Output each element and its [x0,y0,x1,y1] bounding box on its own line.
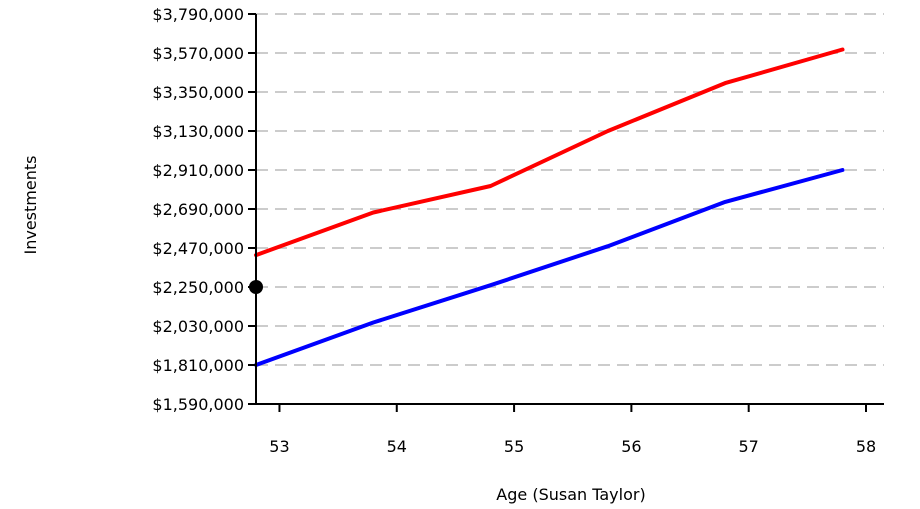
y-tick-label: $2,470,000 [152,239,244,258]
y-tick-label: $3,350,000 [152,83,244,102]
y-tick-label: $2,030,000 [152,317,244,336]
y-tick-label: $1,590,000 [152,395,244,414]
x-tick-label: 54 [387,437,407,456]
series-lines [254,47,845,367]
x-tick-label: 57 [739,437,759,456]
x-tick-label: 53 [269,437,289,456]
y-tick-label: $3,130,000 [152,122,244,141]
y-axis-ticks: $1,590,000 $1,810,000 $2,030,000 $2,250,000… [152,5,256,414]
x-axis-title: Age (Susan Taylor) [496,485,645,504]
series-line-1 [254,47,845,258]
y-tick-label: $2,910,000 [152,161,244,180]
series-line-2 [254,168,845,367]
current-age-marker [249,280,263,294]
x-tick-label: 55 [504,437,524,456]
y-tick-label: $3,790,000 [152,5,244,24]
x-tick-label: 58 [856,437,876,456]
y-axis-title: Investments [21,156,40,255]
y-tick-label: $3,570,000 [152,44,244,63]
y-tick-label: $2,690,000 [152,200,244,219]
x-tick-label: 56 [621,437,641,456]
y-tick-label: $1,810,000 [152,356,244,375]
x-axis-ticks: 53 54 55 56 57 58 [269,404,876,456]
y-tick-label: $2,250,000 [152,278,244,297]
point-markers [249,280,263,294]
